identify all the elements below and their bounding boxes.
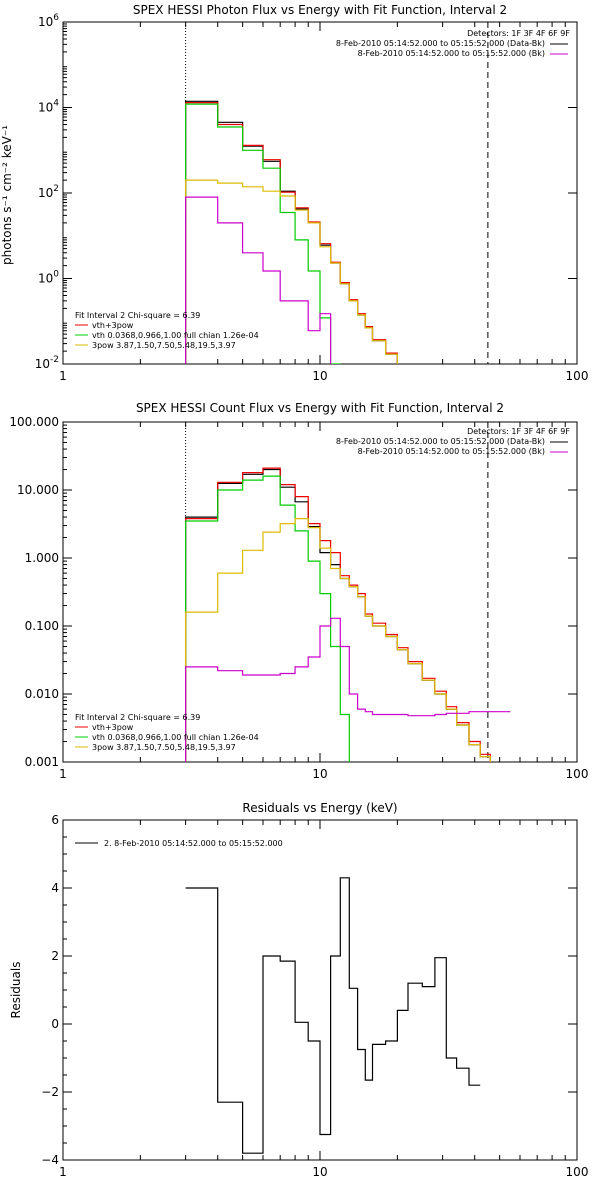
residuals-y-tick-label: 2 xyxy=(51,949,59,963)
photon-series-power xyxy=(185,179,398,364)
photon-axis-ticks: 1 10 100 10-2 100 102 104 106 xyxy=(35,13,589,383)
count-y-tick-label: 0.001 xyxy=(25,755,59,769)
photon-legend-thermal: vth 0.0368,0.966,1.00 full chian 1.26e-0… xyxy=(92,331,259,340)
residuals-y-tick-label: −2 xyxy=(41,1085,59,1099)
residuals-x-tick-label: 10 xyxy=(312,1165,327,1179)
photon-panel-title: SPEX HESSI Photon Flux vs Energy with Fi… xyxy=(133,3,507,17)
count-series-power xyxy=(185,518,491,762)
residuals-legend-entry: 2. 8-Feb-2010 05:14:52.000 to 05:15:52.0… xyxy=(104,839,283,848)
photon-series-background xyxy=(185,196,332,364)
photon-data-interval-label: 8-Feb-2010 05:14:52.000 to 05:15:52.000 … xyxy=(336,39,545,48)
residuals-y-tick-label: 4 xyxy=(51,881,59,895)
photon-detectors-label: Detectors: 1F 3F 4F 6F 9F xyxy=(467,29,570,38)
photon-x-tick-label: 100 xyxy=(566,369,589,383)
count-series xyxy=(185,422,511,762)
residuals-panel: Residuals vs Energy (keV) Residuals 1 10 1… xyxy=(9,801,588,1179)
residuals-x-tick-label: 1 xyxy=(59,1165,67,1179)
count-y-tick-label: 10.000 xyxy=(17,483,59,497)
photon-x-tick-label: 1 xyxy=(59,369,67,383)
count-bk-interval-label: 8-Feb-2010 05:14:52.000 to 05:15:52.000 … xyxy=(358,447,545,456)
count-legend-power: 3pow 3.87,1.50,7.50,5.48,19.5,3.97 xyxy=(92,743,236,752)
photon-y-tick-label: 106 xyxy=(38,13,59,29)
residuals-series xyxy=(185,877,481,1154)
residuals-panel-title: Residuals vs Energy (keV) xyxy=(242,801,397,815)
count-y-tick-label: 100.000 xyxy=(9,415,59,429)
residuals-series-residuals xyxy=(185,877,481,1154)
photon-legend-title: Fit Interval 2 Chi-square = 6.39 xyxy=(75,311,200,320)
count-legend-total: vth+3pow xyxy=(92,723,134,732)
photon-flux-panel: SPEX HESSI Photon Flux vs Energy with Fi… xyxy=(0,3,589,383)
count-axis-ticks: 1 10 100 0.001 0.010 0.100 1.000 10.000 100.000 xyxy=(9,415,588,781)
count-flux-panel: SPEX HESSI Count Flux vs Energy with Fit… xyxy=(9,401,588,781)
photon-series-data xyxy=(185,100,398,364)
photon-series xyxy=(185,22,489,364)
photon-x-tick-label: 10 xyxy=(312,369,327,383)
count-y-tick-label: 1.000 xyxy=(25,551,59,565)
photon-legend-total: vth+3pow xyxy=(92,321,134,330)
count-x-tick-label: 10 xyxy=(312,767,327,781)
photon-series-thermal xyxy=(185,103,341,364)
photon-y-tick-label: 104 xyxy=(38,99,59,115)
count-series-background xyxy=(185,617,511,762)
residuals-axis-ticks: 1 10 100 −4 −2 0 2 4 6 xyxy=(41,813,588,1179)
count-legend: Fit Interval 2 Chi-square = 6.39 vth+3po… xyxy=(75,713,259,752)
count-x-tick-label: 1 xyxy=(59,767,67,781)
residuals-legend: 2. 8-Feb-2010 05:14:52.000 to 05:15:52.0… xyxy=(75,839,283,848)
count-y-tick-label: 0.100 xyxy=(25,619,59,633)
photon-y-tick-label: 100 xyxy=(38,270,59,286)
count-detectors-label: Detectors: 1F 3F 4F 6F 9F xyxy=(467,427,570,436)
photon-y-tick-label: 102 xyxy=(38,184,59,200)
count-series-thermal xyxy=(185,475,350,762)
residuals-y-tick-label: −4 xyxy=(41,1153,59,1167)
count-x-tick-label: 100 xyxy=(566,767,589,781)
photon-y-tick-label: 10-2 xyxy=(35,355,59,371)
photon-legend: Fit Interval 2 Chi-square = 6.39 vth+3po… xyxy=(75,311,259,350)
count-legend-title: Fit Interval 2 Chi-square = 6.39 xyxy=(75,713,200,722)
residuals-x-tick-label: 100 xyxy=(566,1165,589,1179)
count-series-total xyxy=(185,467,491,762)
count-panel-title: SPEX HESSI Count Flux vs Energy with Fit… xyxy=(136,401,504,415)
count-data-interval-label: 8-Feb-2010 05:14:52.000 to 05:15:52.000 … xyxy=(336,437,545,446)
residuals-panel-ylabel: Residuals xyxy=(9,962,23,1019)
photon-bk-interval-label: 8-Feb-2010 05:14:52.000 to 05:15:52.000 … xyxy=(358,49,545,58)
count-legend-thermal: vth 0.0368,0.966,1.00 full chian 1.26e-0… xyxy=(92,733,259,742)
photon-series-total xyxy=(185,102,398,364)
photon-legend-power: 3pow 3.87,1.50,7.50,5.48,19.5,3.97 xyxy=(92,341,236,350)
residuals-y-tick-label: 0 xyxy=(51,1017,59,1031)
photon-panel-ylabel: photons s⁻¹ cm⁻² keV⁻¹ xyxy=(0,125,14,265)
count-header: Detectors: 1F 3F 4F 6F 9F 8-Feb-2010 05:… xyxy=(336,427,571,456)
count-y-tick-label: 0.010 xyxy=(25,687,59,701)
residuals-y-tick-label: 6 xyxy=(51,813,59,827)
photon-header: Detectors: 1F 3F 4F 6F 9F 8-Feb-2010 05:… xyxy=(336,29,571,58)
